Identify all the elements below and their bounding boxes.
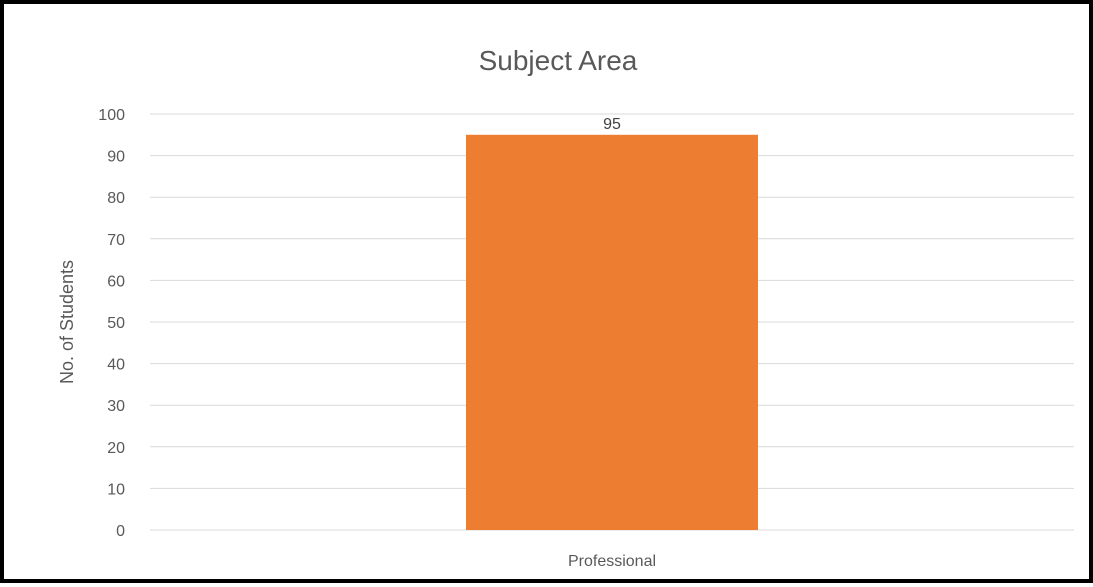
x-tick-label: Professional bbox=[568, 553, 656, 570]
y-tick-label: 10 bbox=[107, 481, 125, 498]
bars bbox=[466, 134, 758, 531]
y-axis-title: No. of Students bbox=[57, 260, 77, 384]
y-tick-label: 0 bbox=[116, 523, 125, 540]
y-tick-label: 90 bbox=[107, 149, 125, 166]
y-tick-label: 40 bbox=[107, 357, 125, 374]
y-tick-label: 30 bbox=[107, 398, 125, 415]
y-tick-label: 60 bbox=[107, 273, 125, 290]
y-tick-label: 20 bbox=[107, 440, 125, 457]
bar-professional bbox=[466, 134, 758, 531]
y-tick-label: 50 bbox=[107, 315, 125, 332]
data-label: 95 bbox=[603, 116, 621, 133]
y-axis-ticks: 0 10 20 30 40 50 60 70 80 90 100 bbox=[98, 107, 125, 540]
chart-title: Subject Area bbox=[479, 45, 638, 76]
bar-chart: 0 10 20 30 40 50 60 70 80 90 100 95 Professional S… bbox=[57, 45, 1074, 570]
data-labels: 95 bbox=[603, 116, 621, 133]
y-tick-label: 80 bbox=[107, 190, 125, 207]
y-tick-label: 70 bbox=[107, 232, 125, 249]
x-axis-ticks: Professional bbox=[568, 553, 656, 570]
y-tick-label: 100 bbox=[98, 107, 125, 124]
